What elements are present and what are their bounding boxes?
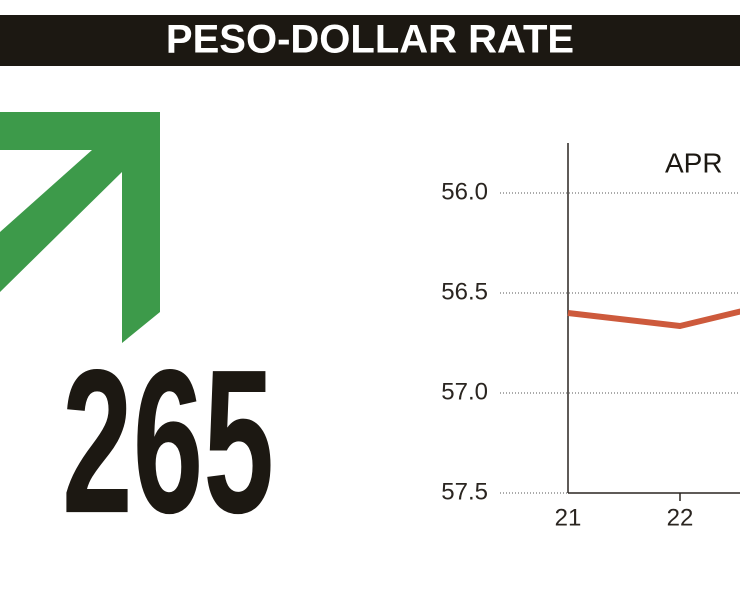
y-tick-label: 56.5 [441,278,488,305]
x-tick-label: 22 [667,504,694,531]
y-tick-label: 56.0 [441,178,488,205]
month-label: APR [665,147,723,178]
title-bar [0,15,740,66]
x-tick-label: 21 [555,504,582,531]
y-tick-label: 57.5 [441,478,488,505]
y-tick-label: 57.0 [441,378,488,405]
chart-title: PESO-DOLLAR RATE [166,18,574,62]
headline-number: 265 [62,328,274,556]
rate-line [567,308,740,329]
up-arrow-icon [0,112,160,343]
